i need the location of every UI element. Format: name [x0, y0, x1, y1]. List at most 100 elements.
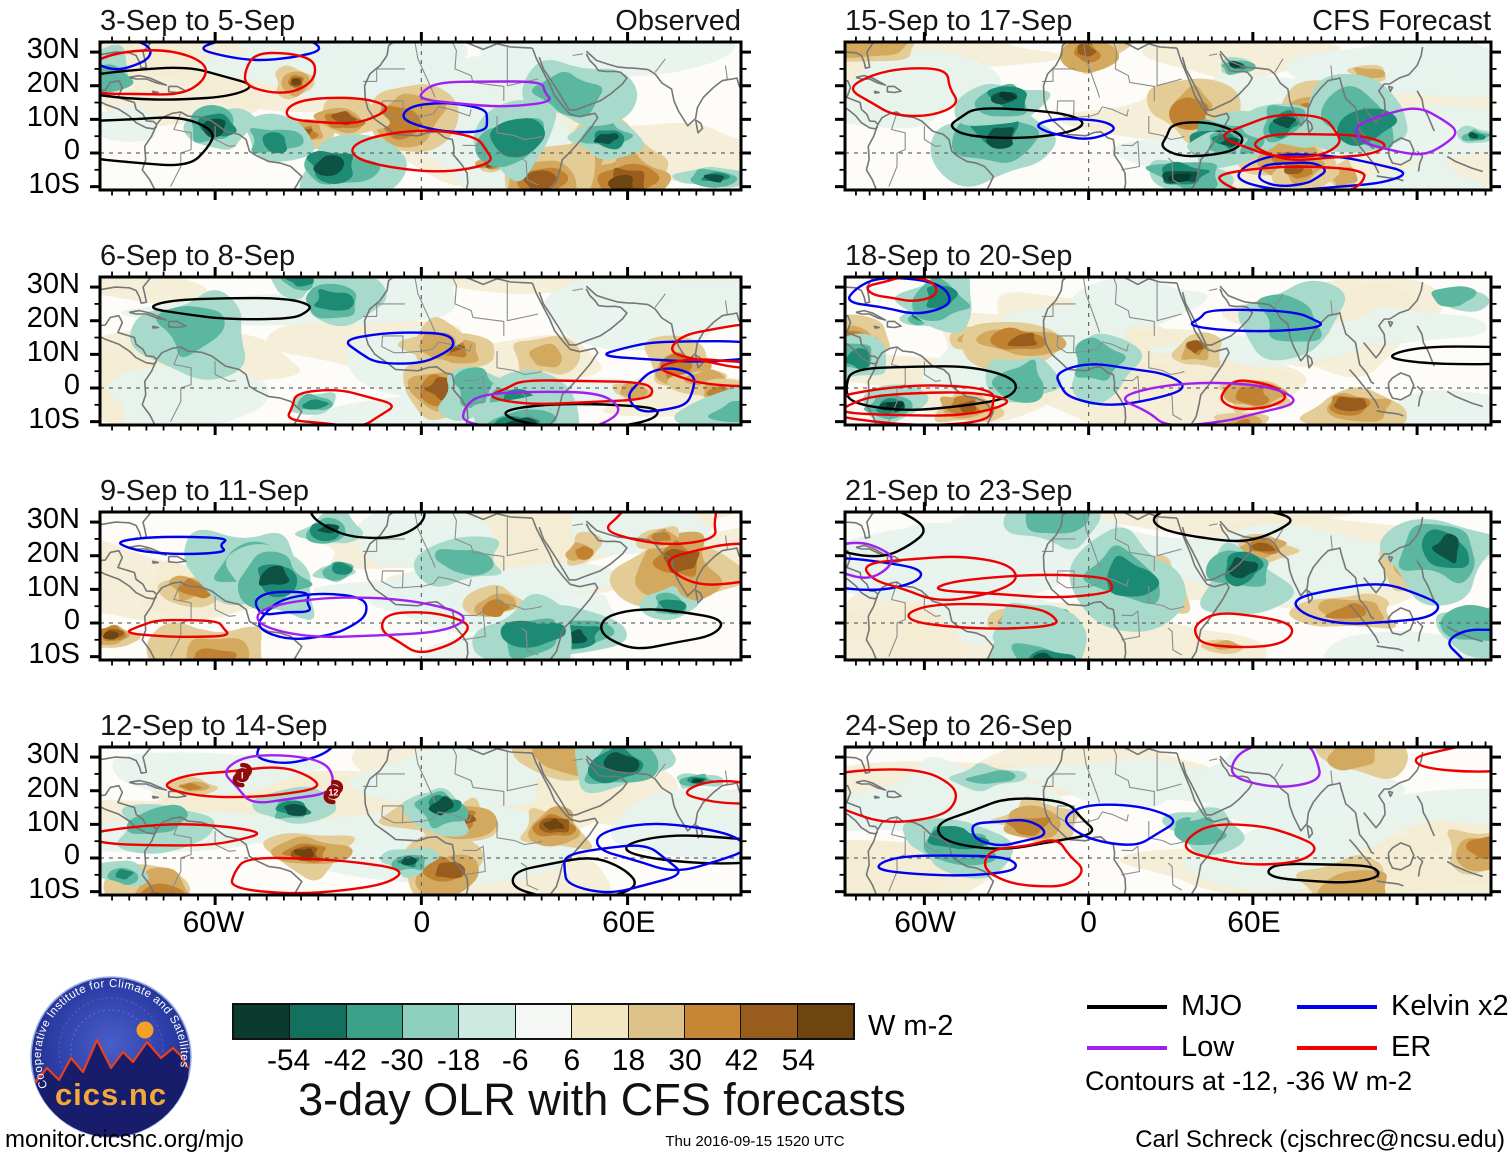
lon-tick-label: 0 — [1080, 906, 1097, 939]
contour-levels-note: Contours at -12, -36 W m-2 — [1085, 1066, 1413, 1096]
colorbar-units-label: W m-2 — [868, 1010, 954, 1042]
map-content: I 12 — [100, 747, 741, 895]
lat-tick-label: 20N — [26, 537, 80, 570]
coastlines-group — [845, 747, 1484, 895]
column-header-observed: Observed — [615, 5, 741, 37]
panel-title: 24-Sep to 26-Sep — [845, 710, 1073, 742]
wave-contours-group — [845, 512, 1491, 660]
map-frame — [90, 502, 751, 670]
colorbar-segment — [289, 1005, 346, 1038]
colorbar-segment — [458, 1005, 515, 1038]
logo-sun — [136, 1021, 154, 1039]
lon-tick-label: 60E — [1227, 906, 1281, 939]
map-content — [845, 277, 1491, 425]
map-panel-obs-3: 9-Sep to 11-Sep — [90, 475, 751, 670]
logo-mountains — [31, 1040, 191, 1137]
lat-tick-label: 30N — [26, 503, 80, 536]
lat-tick-label: 10S — [28, 402, 80, 435]
wave-contours-group — [851, 67, 1457, 190]
colorbar-segment — [345, 1005, 403, 1038]
map-panel-fcst-2: 18-Sep to 20-Sep — [835, 240, 1501, 435]
lat-tick-label: 10N — [26, 570, 80, 603]
colorbar-tick-label: 6 — [563, 1044, 581, 1077]
footer-timestamp: Thu 2016-09-15 1520 UTC — [665, 1133, 845, 1150]
coastlines-group — [845, 42, 1484, 190]
lat-tick-label: 30N — [26, 33, 80, 66]
lon-tick-label: 60E — [602, 906, 656, 939]
map-canvas — [835, 267, 1501, 435]
colorbar-tick-label: -18 — [436, 1044, 481, 1077]
lat-tick-label: 10S — [28, 872, 80, 905]
map-canvas — [90, 32, 751, 200]
legend-label: Kelvin x2 — [1391, 989, 1509, 1022]
colorbar-segment — [796, 1005, 853, 1038]
map-content — [100, 42, 741, 190]
coastlines-group — [100, 512, 741, 660]
map-panel-fcst-1: 15-Sep to 17-Sep CFS Forecast — [835, 5, 1501, 200]
map-canvas — [835, 32, 1501, 200]
lon-tick-label: 60W — [182, 906, 245, 939]
map-canvas — [90, 267, 751, 435]
map-frame — [90, 32, 751, 200]
map-content — [845, 512, 1491, 660]
lon-tick-label: 0 — [413, 906, 431, 939]
legend-label: MJO — [1181, 989, 1243, 1022]
colorbar-segment — [402, 1005, 459, 1038]
figure-title: 3-day OLR with CFS forecasts — [298, 1074, 906, 1125]
lat-tick-label: 10S — [28, 167, 80, 200]
lat-tick-label: 10N — [26, 805, 80, 838]
wave-contours-group — [118, 512, 741, 654]
map-content — [845, 747, 1491, 895]
anomaly-fill-group — [130, 277, 741, 425]
map-frame — [90, 267, 751, 435]
storm-marker: I — [232, 762, 253, 788]
map-frame — [835, 32, 1501, 200]
lat-tick-label: 0 — [63, 839, 80, 872]
colorbar-segment — [234, 1005, 290, 1038]
legend-label: Low — [1181, 1030, 1235, 1063]
lat-tick-label: 0 — [63, 134, 80, 167]
panel-title: 21-Sep to 23-Sep — [845, 475, 1073, 507]
legend-line-er — [1297, 1046, 1377, 1050]
storm-marker: 12 — [323, 779, 344, 805]
anomaly-fill-group — [987, 512, 1491, 660]
panel-title: 9-Sep to 11-Sep — [100, 475, 310, 507]
map-content — [100, 277, 741, 425]
map-frame — [835, 737, 1501, 905]
lat-tick-label: 30N — [26, 738, 80, 771]
colorbar-tick-label: -42 — [323, 1044, 367, 1077]
lat-tick-label: 10N — [26, 335, 80, 368]
logo-name: cics.nc — [55, 1077, 167, 1112]
storm-label: I — [241, 771, 244, 781]
legend-label: ER — [1391, 1030, 1432, 1063]
wave-contours-group — [845, 277, 1491, 425]
colorbar-segment — [740, 1005, 797, 1038]
colorbar-tick-label: 54 — [781, 1044, 816, 1077]
lat-tick-label: 10S — [28, 637, 80, 670]
map-canvas: I 12 — [90, 737, 751, 905]
map-panel-fcst-3: 21-Sep to 23-Sep — [835, 475, 1501, 670]
map-content — [100, 512, 741, 660]
lat-tick-label: 30N — [26, 268, 80, 301]
lat-tick-label: 10N — [26, 100, 80, 133]
map-canvas — [835, 737, 1501, 905]
colorbar — [232, 1003, 855, 1040]
panel-title: 3-Sep to 5-Sep — [100, 5, 296, 37]
map-canvas — [835, 502, 1501, 670]
coastlines-group — [100, 747, 741, 895]
lat-tick-label: 20N — [26, 772, 80, 805]
legend-line-mjo — [1087, 1005, 1167, 1009]
wave-contours-group — [100, 747, 741, 895]
wave-contours-group — [100, 42, 551, 173]
colorbar-segment — [683, 1005, 741, 1038]
lat-tick-label: 0 — [63, 369, 80, 402]
map-canvas — [90, 502, 751, 670]
legend-line-low — [1087, 1046, 1167, 1050]
colorbar-tick-label: -6 — [501, 1044, 529, 1077]
colorbar-tick-label: -54 — [266, 1044, 311, 1077]
map-frame — [835, 267, 1501, 435]
lat-tick-label: 20N — [26, 67, 80, 100]
map-panel-obs-4: 12-Sep to 14-Sep I 12 — [90, 710, 751, 905]
lon-tick-label: 60W — [894, 906, 956, 939]
